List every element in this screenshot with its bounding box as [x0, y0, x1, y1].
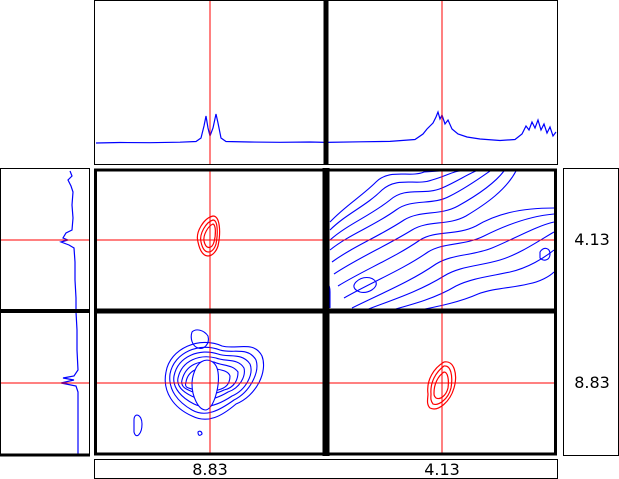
top-spectrum-trace	[95, 110, 557, 144]
left-spectrum-trace-lower	[60, 311, 79, 454]
right-label-upper: 4.13	[574, 230, 610, 249]
right-label-strip	[563, 168, 619, 456]
right-label-lower: 8.83	[574, 373, 610, 392]
contour-cross-peak-top-left	[196, 215, 221, 257]
contour-diagonal-top-right	[323, 170, 555, 311]
contour-cross-peak-bottom-right	[426, 361, 457, 410]
left-spectrum-trace-upper	[59, 170, 77, 310]
bottom-label-left: 8.83	[192, 460, 228, 479]
contour-peak-bottom-left-hole	[191, 359, 219, 411]
grid-frames	[0, 0, 557, 457]
bottom-label-right: 4.13	[424, 460, 460, 479]
